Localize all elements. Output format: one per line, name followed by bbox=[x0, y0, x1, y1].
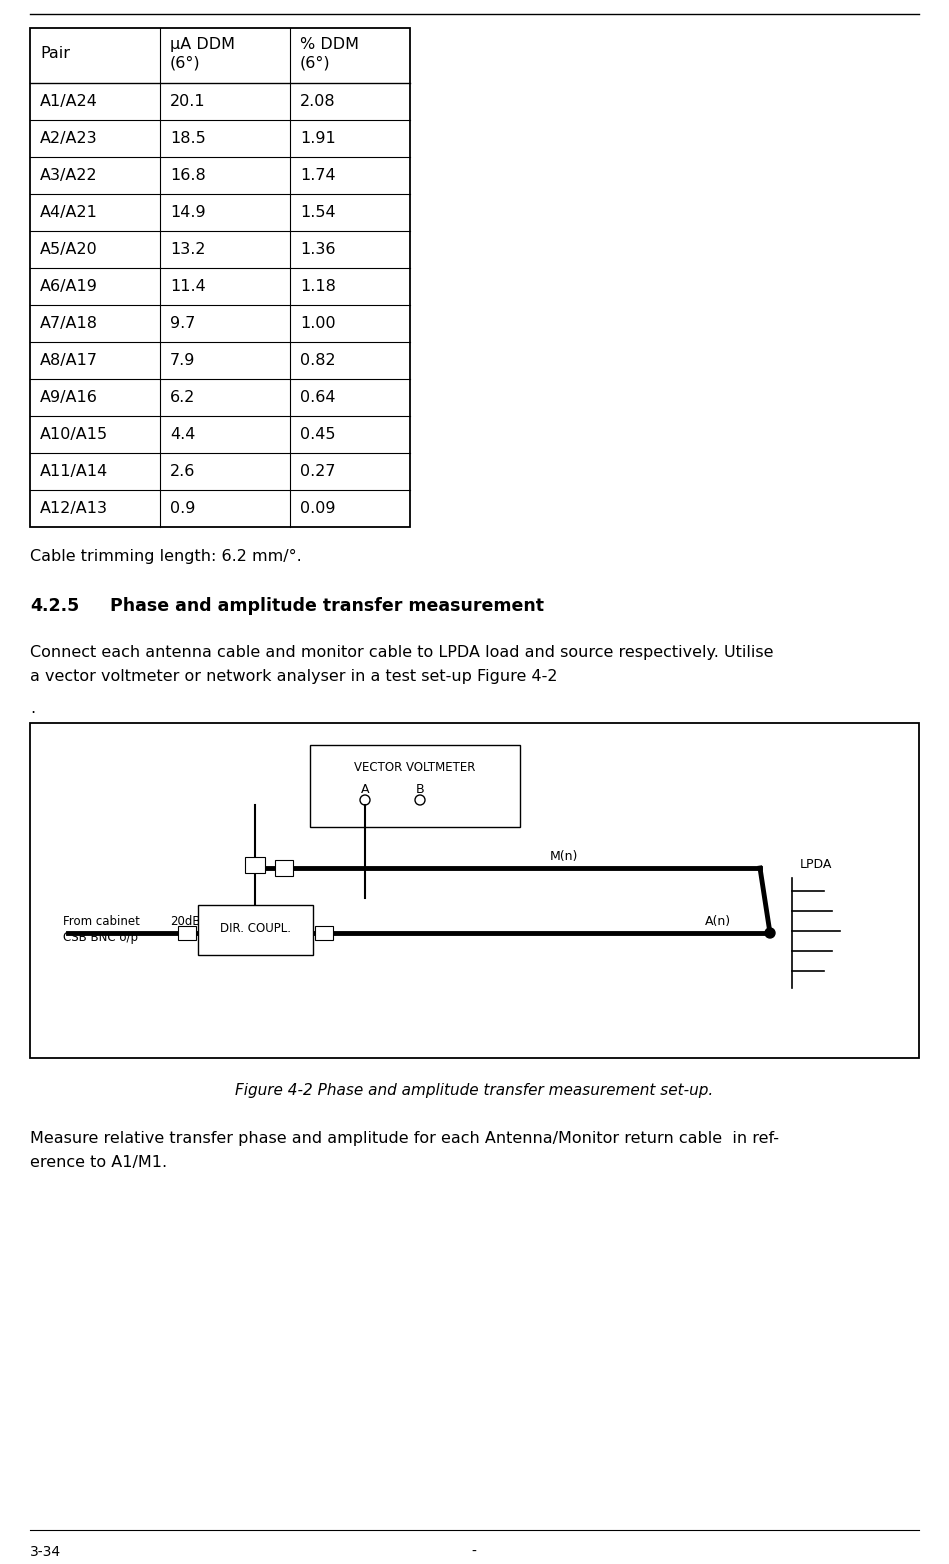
Text: erence to A1/M1.: erence to A1/M1. bbox=[30, 1154, 167, 1170]
Bar bbox=[178, 926, 196, 940]
Text: 0.82: 0.82 bbox=[300, 353, 336, 368]
Text: DIR. COUPL.: DIR. COUPL. bbox=[220, 921, 291, 935]
Bar bbox=[30, 723, 919, 1057]
Text: 1.54: 1.54 bbox=[300, 205, 336, 221]
Text: A7/A18: A7/A18 bbox=[40, 316, 98, 332]
Text: From cabinet: From cabinet bbox=[63, 915, 140, 927]
Text: 20.1: 20.1 bbox=[170, 94, 206, 109]
Text: Measure relative transfer phase and amplitude for each Antenna/Monitor return ca: Measure relative transfer phase and ampl… bbox=[30, 1131, 779, 1146]
Text: A1/A24: A1/A24 bbox=[40, 94, 98, 109]
Text: A(n): A(n) bbox=[705, 915, 731, 927]
Text: A5/A20: A5/A20 bbox=[40, 242, 98, 256]
Text: 0.9: 0.9 bbox=[170, 500, 195, 516]
Text: 1.36: 1.36 bbox=[300, 242, 336, 256]
Text: 16.8: 16.8 bbox=[170, 167, 206, 183]
Text: Connect each antenna cable and monitor cable to LPDA load and source respectivel: Connect each antenna cable and monitor c… bbox=[30, 644, 773, 660]
Text: 20dB: 20dB bbox=[170, 915, 200, 927]
Text: .: . bbox=[30, 701, 35, 716]
Text: 2.6: 2.6 bbox=[170, 465, 195, 479]
Text: -: - bbox=[472, 1545, 476, 1559]
Text: 11.4: 11.4 bbox=[170, 278, 206, 294]
Text: a vector voltmeter or network analyser in a test set-up Figure 4-2: a vector voltmeter or network analyser i… bbox=[30, 669, 557, 683]
Text: 3-34: 3-34 bbox=[30, 1545, 61, 1559]
Text: A12/A13: A12/A13 bbox=[40, 500, 108, 516]
Text: 9.7: 9.7 bbox=[170, 316, 195, 332]
Bar bbox=[315, 926, 333, 940]
Text: 0.09: 0.09 bbox=[300, 500, 336, 516]
Text: Cable trimming length: 6.2 mm/°.: Cable trimming length: 6.2 mm/°. bbox=[30, 549, 302, 565]
Text: A11/A14: A11/A14 bbox=[40, 465, 108, 479]
Text: A3/A22: A3/A22 bbox=[40, 167, 98, 183]
Text: 1.91: 1.91 bbox=[300, 131, 336, 145]
Text: 1.18: 1.18 bbox=[300, 278, 336, 294]
Circle shape bbox=[765, 927, 775, 938]
Text: B: B bbox=[416, 784, 424, 796]
Text: 1.00: 1.00 bbox=[300, 316, 336, 332]
Text: A10/A15: A10/A15 bbox=[40, 427, 108, 443]
Text: 0.45: 0.45 bbox=[300, 427, 336, 443]
Text: Phase and amplitude transfer measurement: Phase and amplitude transfer measurement bbox=[110, 597, 544, 615]
Text: Pair: Pair bbox=[40, 45, 70, 61]
Text: 18.5: 18.5 bbox=[170, 131, 206, 145]
Text: A4/A21: A4/A21 bbox=[40, 205, 98, 221]
Text: A: A bbox=[361, 784, 369, 796]
Text: LPDA: LPDA bbox=[800, 859, 832, 871]
Text: 1.74: 1.74 bbox=[300, 167, 336, 183]
Text: M(n): M(n) bbox=[550, 849, 578, 863]
Text: 4.2.5: 4.2.5 bbox=[30, 597, 80, 615]
Text: 2.08: 2.08 bbox=[300, 94, 336, 109]
Text: 0.64: 0.64 bbox=[300, 389, 336, 405]
Text: 7.9: 7.9 bbox=[170, 353, 195, 368]
Text: A9/A16: A9/A16 bbox=[40, 389, 98, 405]
Text: 14.9: 14.9 bbox=[170, 205, 206, 221]
Text: % DDM
(6°): % DDM (6°) bbox=[300, 38, 359, 70]
Text: 4.4: 4.4 bbox=[170, 427, 195, 443]
Bar bbox=[30, 28, 410, 527]
Bar bbox=[198, 906, 313, 956]
Text: 6.2: 6.2 bbox=[170, 389, 195, 405]
Bar bbox=[275, 860, 293, 876]
Text: A2/A23: A2/A23 bbox=[40, 131, 98, 145]
Text: Figure 4-2 Phase and amplitude transfer measurement set-up.: Figure 4-2 Phase and amplitude transfer … bbox=[235, 1082, 714, 1098]
Text: 13.2: 13.2 bbox=[170, 242, 206, 256]
Text: CSB BNC o/p: CSB BNC o/p bbox=[63, 931, 138, 945]
Text: 0.27: 0.27 bbox=[300, 465, 336, 479]
Text: A6/A19: A6/A19 bbox=[40, 278, 98, 294]
Bar bbox=[310, 744, 520, 827]
Text: A8/A17: A8/A17 bbox=[40, 353, 98, 368]
Bar bbox=[246, 857, 266, 873]
Text: VECTOR VOLTMETER: VECTOR VOLTMETER bbox=[354, 762, 475, 774]
Text: μA DDM
(6°): μA DDM (6°) bbox=[170, 38, 235, 70]
